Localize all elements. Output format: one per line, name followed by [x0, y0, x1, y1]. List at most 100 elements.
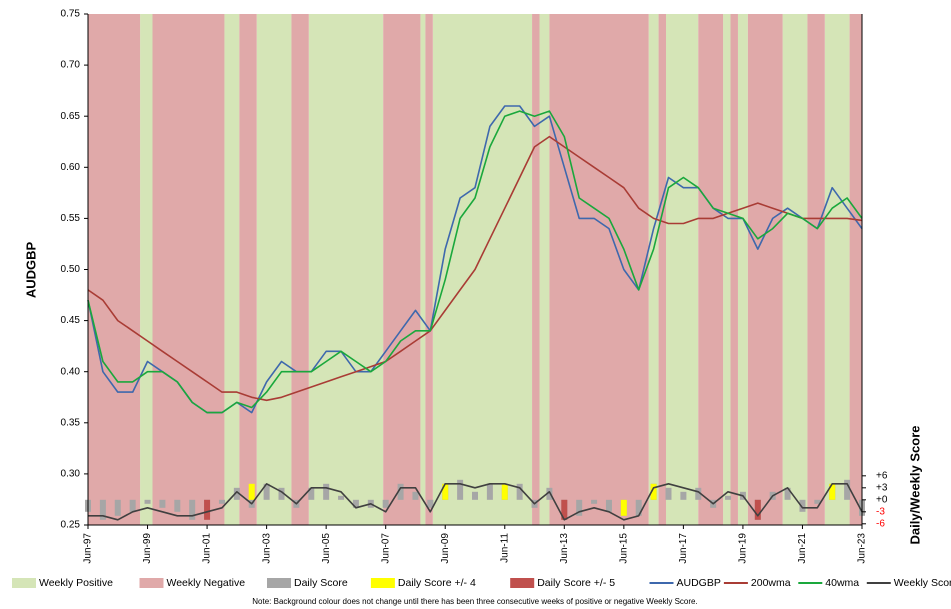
series-line — [87, 135, 863, 402]
x-tick-label: Jun-15 — [618, 533, 629, 564]
y2-tick-label: +0 — [876, 494, 888, 505]
score-bar — [486, 483, 493, 500]
y-tick-label: 0.45 — [61, 315, 81, 326]
score-bar — [695, 487, 702, 500]
score-bar — [784, 487, 791, 500]
legend-label: Weekly Score — [894, 577, 951, 589]
y-tick-label: 0.50 — [61, 264, 81, 275]
y2-tick-label: +6 — [876, 470, 888, 481]
legend-label: Weekly Positive — [39, 577, 113, 589]
x-tick-label: Jun-13 — [559, 533, 570, 564]
legend-label: 200wma — [751, 577, 791, 589]
legend-swatch — [139, 578, 164, 588]
score-bar — [829, 483, 836, 500]
legend-label: Daily Score +/- 5 — [537, 577, 615, 589]
score-bar — [382, 499, 389, 508]
series-line — [87, 110, 863, 414]
band — [539, 14, 550, 525]
score-bar — [725, 495, 732, 500]
band — [824, 14, 850, 525]
legend-swatch — [510, 578, 535, 588]
score-bar — [457, 479, 464, 500]
legend-swatch — [267, 578, 291, 588]
band — [224, 14, 240, 525]
band — [666, 14, 699, 525]
score-bar — [114, 499, 121, 516]
band — [308, 14, 384, 525]
score-bar — [844, 479, 851, 500]
score-bar — [263, 483, 270, 500]
y-tick-label: 0.60 — [61, 162, 81, 173]
x-tick-label: Jun-01 — [202, 533, 213, 564]
legend-swatch — [370, 578, 395, 588]
series-line — [88, 483, 863, 521]
y-tick-label: 0.40 — [61, 366, 81, 377]
band — [747, 14, 783, 525]
score-bar — [680, 491, 687, 500]
band — [239, 14, 257, 525]
band — [256, 14, 292, 525]
x-tick-label: Jun-97 — [83, 533, 94, 564]
y2-tick-label: -3 — [876, 506, 885, 517]
score-bar — [204, 499, 211, 520]
y2-tick-label: +3 — [876, 482, 888, 493]
y-tick-label: 0.35 — [61, 417, 81, 428]
band — [291, 14, 309, 525]
band — [723, 14, 731, 525]
score-bar — [754, 499, 761, 520]
band — [648, 14, 659, 525]
score-bar — [397, 483, 404, 500]
band — [383, 14, 421, 525]
band — [730, 14, 738, 525]
score-bar — [218, 499, 225, 504]
y-tick-label: 0.75 — [61, 9, 81, 20]
score-bar — [516, 483, 523, 500]
score-bar — [620, 499, 627, 516]
score-bar — [159, 499, 166, 508]
x-tick-label: Jun-23 — [857, 533, 868, 564]
band — [782, 14, 808, 525]
x-tick-label: Jun-03 — [261, 533, 272, 564]
y2-tick-label: -6 — [876, 518, 885, 529]
y-tick-label: 0.30 — [61, 469, 81, 480]
score-bar — [278, 487, 285, 500]
legend-label: Daily Score — [294, 577, 348, 589]
score-bar — [129, 499, 136, 512]
score-bar — [189, 499, 196, 520]
score-bar — [635, 499, 642, 516]
band — [549, 14, 649, 525]
score-bar — [591, 499, 598, 504]
score-bar — [665, 487, 672, 500]
band — [88, 14, 141, 525]
score-bar — [427, 499, 434, 508]
band — [849, 14, 862, 525]
y2-axis-label: Daily/Weekly Score — [907, 426, 922, 545]
score-bar — [650, 483, 657, 500]
score-bar — [352, 499, 359, 508]
y-tick-label: 0.25 — [61, 520, 81, 531]
band — [737, 14, 748, 525]
band — [532, 14, 540, 525]
band — [432, 14, 533, 525]
score-bar — [323, 483, 330, 500]
score-bar — [144, 499, 151, 504]
band — [152, 14, 225, 525]
score-bar — [308, 487, 315, 500]
score-bar — [412, 491, 419, 500]
score-bar — [472, 491, 478, 500]
score-bar — [442, 483, 449, 500]
x-tick-label: Jun-17 — [678, 533, 689, 564]
y-tick-label: 0.70 — [61, 60, 81, 71]
x-tick-label: Jun-05 — [321, 533, 332, 564]
x-tick-label: Jun-09 — [440, 533, 451, 564]
score-bar — [233, 487, 240, 500]
legend-label: Weekly Negative — [167, 577, 246, 589]
x-tick-label: Jun-99 — [142, 533, 153, 564]
score-bar — [814, 499, 821, 504]
band — [425, 14, 433, 525]
x-tick-label: Jun-07 — [380, 533, 391, 564]
score-bar — [799, 499, 806, 512]
x-tick-label: Jun-21 — [797, 533, 808, 564]
score-bar — [576, 499, 583, 516]
band — [658, 14, 667, 525]
